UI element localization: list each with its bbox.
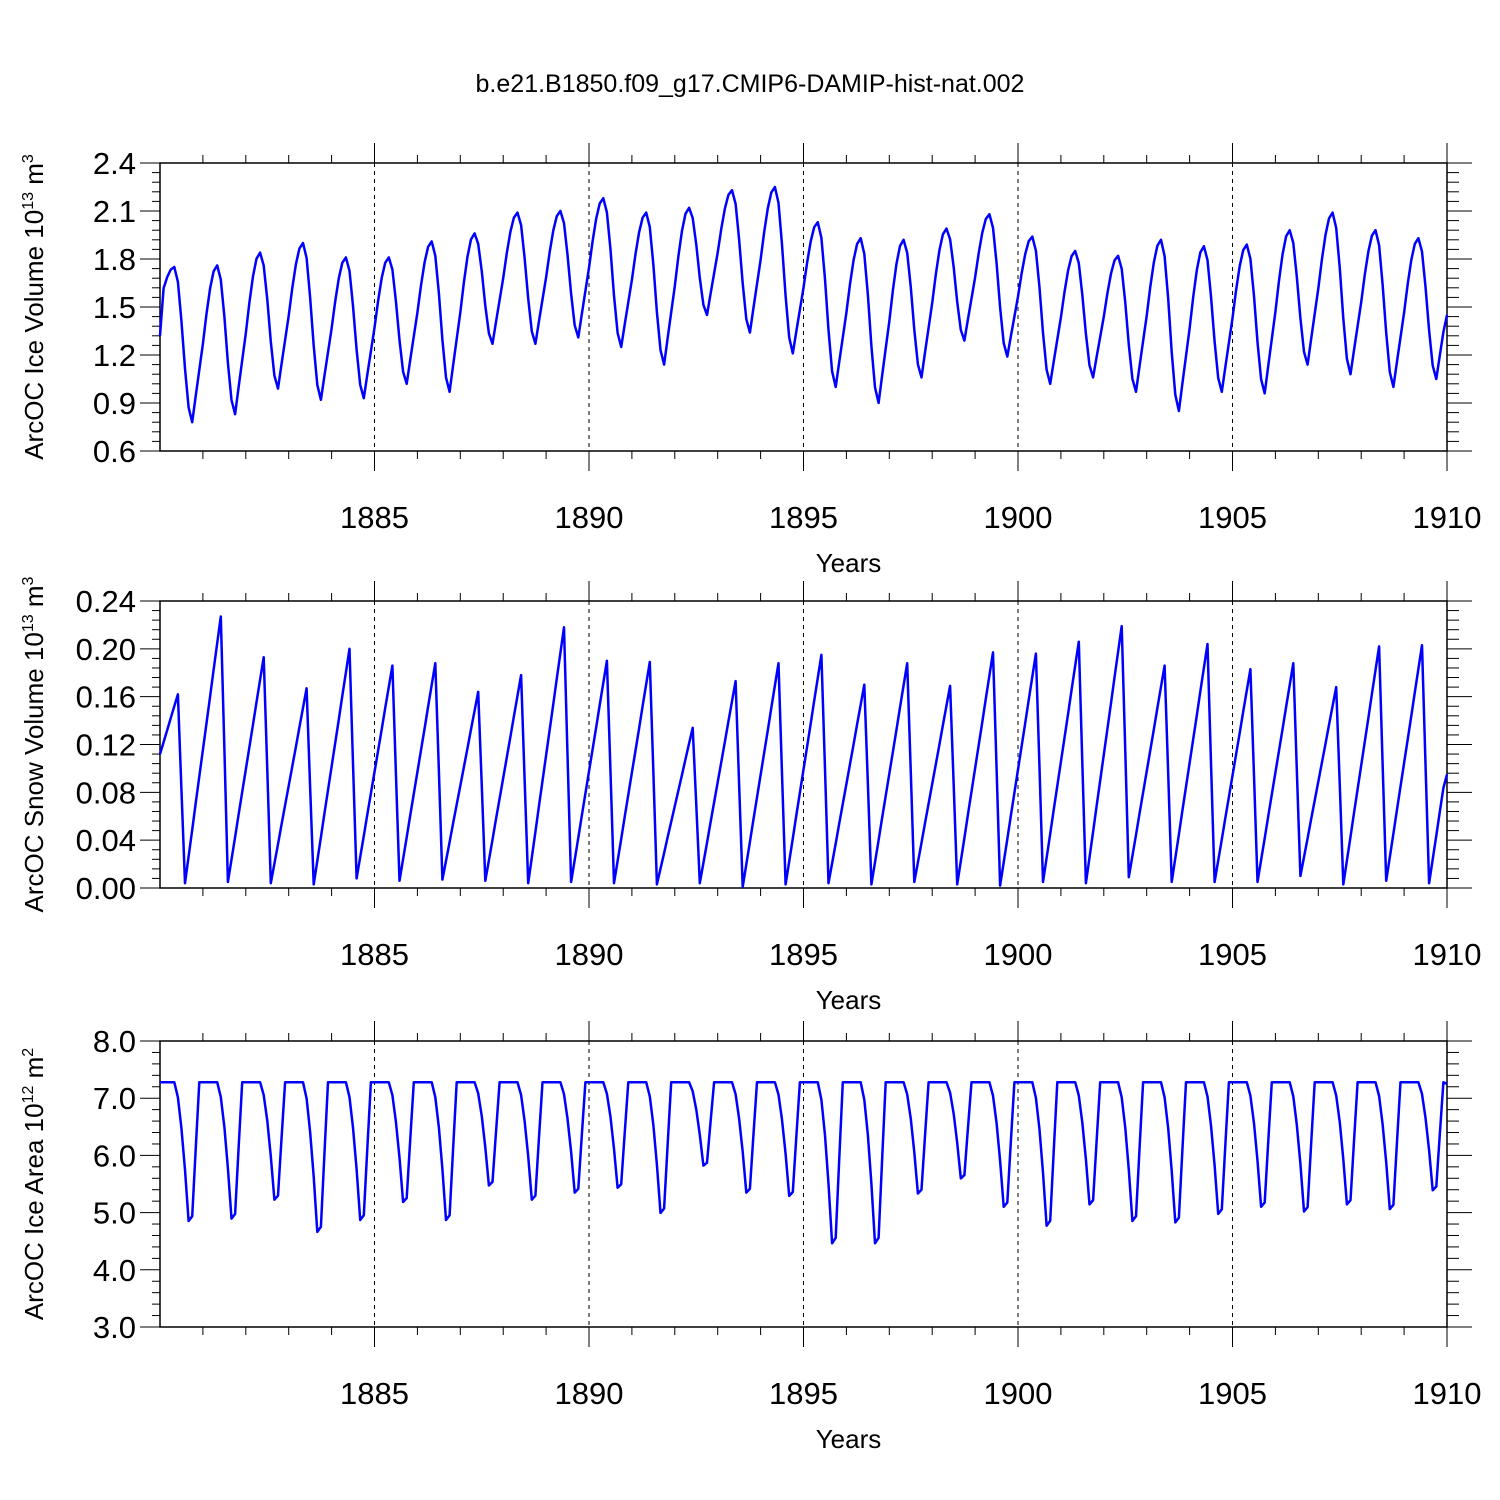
ice-area-xlabel: Years [816,1424,882,1454]
ice-area-xtick-label: 1895 [769,1376,838,1411]
snow-volume-ytick-label: 0.04 [76,823,136,858]
ice-area-ylabel: ArcOC Ice Area 1012 m2 [19,1048,49,1320]
ice-area-xtick-label: 1885 [340,1376,409,1411]
snow-volume-panel: 1885 1890 1895 1900 1905 1910 0.00 0.04 0.08 0.12… [19,576,1481,1015]
ice-volume-xtick-label: 1910 [1413,500,1482,535]
ice-area-ytick-label: 6.0 [93,1138,136,1173]
ice-area-ytick-label: 7.0 [93,1081,136,1116]
ice-area-xtick-label: 1900 [984,1376,1053,1411]
ice-area-series-line [160,1080,1448,1245]
page-title: b.e21.B1850.f09_g17.CMIP6-DAMIP-hist-nat… [475,70,1025,98]
ice-volume-ytick-label: 0.6 [93,434,136,469]
snow-volume-xtick-label: 1900 [984,937,1053,972]
snow-volume-ylabel: ArcOC Snow Volume 1013 m3 [19,576,49,912]
ice-volume-xtick-label: 1890 [555,500,624,535]
snow-volume-ytick-label: 0.24 [76,584,136,619]
snow-volume-xtick-label: 1910 [1413,937,1482,972]
ice-area-xtick-label: 1890 [555,1376,624,1411]
ice-area-ytick-label: 8.0 [93,1024,136,1059]
ice-volume-xlabel: Years [816,548,882,578]
ice-area-frame [159,1040,1448,1328]
ice-area-ytick-label: 4.0 [93,1253,136,1288]
snow-volume-ytick-label: 0.00 [76,871,136,906]
ice-area-xtick-label: 1910 [1413,1376,1482,1411]
ice-volume-ytick-label: 2.4 [93,146,136,181]
ice-area-xtick-label: 1905 [1198,1376,1267,1411]
ice-area-ytick-label: 3.0 [93,1310,136,1345]
ice-volume-xtick-label: 1900 [984,500,1053,535]
ice-volume-ytick-label: 1.2 [93,338,136,373]
ice-volume-xtick-label: 1895 [769,500,838,535]
ice-volume-ytick-label: 1.8 [93,242,136,277]
ice-volume-frame [159,162,1448,452]
ice-volume-xtick-label: 1885 [340,500,409,535]
snow-volume-xtick-label: 1905 [1198,937,1267,972]
snow-volume-ytick-label: 0.20 [76,632,136,667]
ice-area-ytick-label: 5.0 [93,1196,136,1231]
snow-volume-xlabel: Years [816,985,882,1015]
snow-volume-series-line [158,615,1449,889]
snow-volume-xtick-label: 1890 [555,937,624,972]
ice-volume-ytick-label: 2.1 [93,194,136,229]
ice-volume-ytick-label: 0.9 [93,386,136,421]
ice-volume-ylabel: ArcOC Ice Volume 1013 m3 [19,154,49,460]
ice-volume-xtick-label: 1905 [1198,500,1267,535]
snow-volume-ytick-label: 0.16 [76,680,136,715]
ice-volume-series-line [158,185,1449,424]
ice-volume-ytick-label: 1.5 [93,290,136,325]
snow-volume-xtick-label: 1885 [340,937,409,972]
snow-volume-frame [159,600,1448,889]
snow-volume-xtick-label: 1895 [769,937,838,972]
snow-volume-ytick-label: 0.08 [76,775,136,810]
ice-volume-panel: 1885 1890 1895 1900 1905 1910 0.6 0.9 1.2 1.5 1.8 2… [19,143,1481,578]
snow-volume-ytick-label: 0.12 [76,728,136,763]
ice-area-panel: 1885 1890 1895 1900 1905 1910 3.0 4.0 5.0 6.0 7.0 8… [19,1021,1481,1454]
